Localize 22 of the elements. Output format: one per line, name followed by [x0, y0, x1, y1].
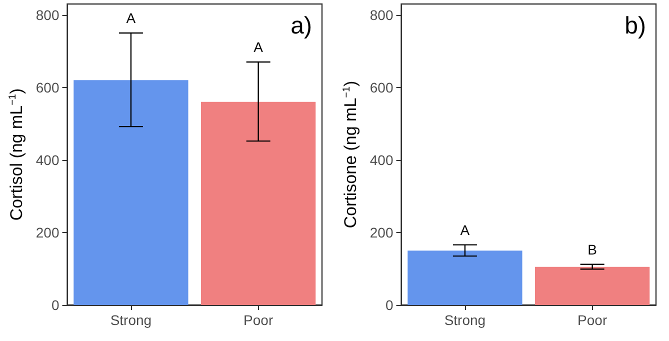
annotation: b) [624, 12, 646, 40]
y-tick-label: 400 [370, 152, 394, 168]
y-tick-label: 0 [385, 297, 394, 313]
annotation: A [254, 39, 264, 56]
x-tick-label: Poor [244, 312, 274, 328]
y-tick-label: 800 [370, 6, 394, 23]
y-tick-label: 200 [36, 224, 60, 240]
annotation: A [126, 10, 136, 26]
annotation: A [460, 222, 470, 238]
y-axis-title: Cortisone (ng mL−1) [341, 80, 360, 228]
x-tick-label: Strong [444, 312, 486, 328]
y-tick-label: 600 [36, 79, 60, 96]
y-tick-label: 400 [36, 152, 60, 168]
y-tick-label: 0 [51, 297, 60, 313]
y-tick-label: 600 [370, 79, 394, 96]
y-tick-label: 200 [370, 224, 394, 240]
y-axis-title: Cortisol (ng mL−1) [7, 88, 26, 221]
annotation: a) [290, 12, 312, 40]
x-tick-label: Strong [110, 312, 152, 328]
x-tick-label: Poor [578, 312, 608, 328]
y-tick-label: 800 [36, 6, 60, 23]
annotation: B [588, 241, 597, 258]
